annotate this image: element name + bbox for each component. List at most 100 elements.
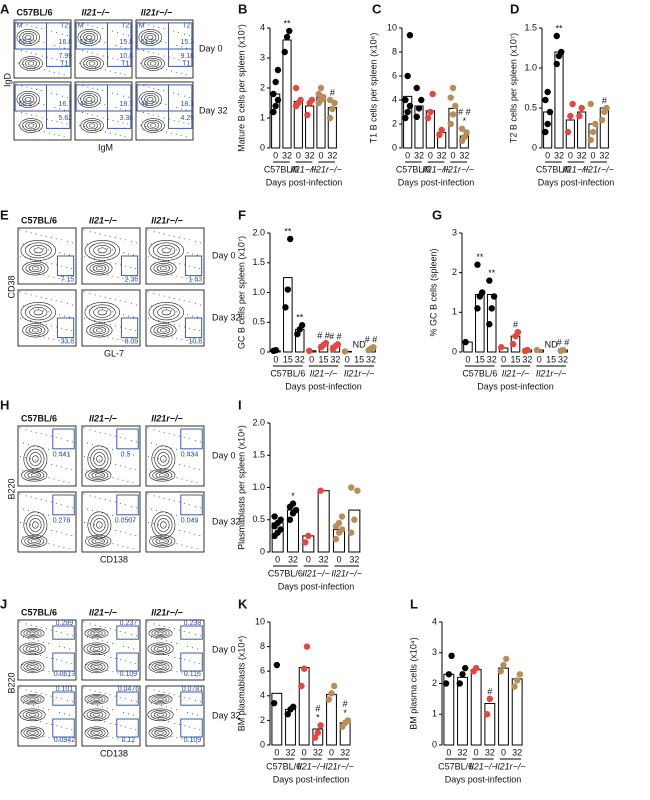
event-dot [45,694,47,696]
event-dot [71,635,73,637]
gate-value: 16.8 [58,39,72,46]
gate [56,255,75,277]
event-dot [47,448,49,450]
event-dot [119,238,121,240]
y-tick-label: 1.5 [252,450,265,460]
event-dot [84,649,86,651]
gate-value: 0.0507 [115,518,137,525]
gate [116,494,139,516]
event-dot [20,649,22,651]
event-dot [194,727,196,729]
event-dot [71,535,73,537]
event-dot [188,239,190,241]
contour [89,711,104,719]
event-dot [68,676,70,678]
event-dot [175,71,177,73]
event-dot [83,493,85,495]
contour [157,307,176,318]
event-dot [99,431,101,433]
event-dot [41,90,43,92]
event-dot [168,720,170,722]
data-point [351,516,358,523]
contour [90,729,103,737]
column-title: Il21−/− [81,7,110,17]
event-dot [158,430,160,432]
event-dot [23,125,25,127]
event-dot [142,112,144,114]
event-dot [112,543,114,545]
event-dot [58,545,60,547]
contour [21,468,48,482]
group-label: Il21r−/− [331,568,362,578]
event-dot [30,430,32,432]
row-label: Day 0 [212,644,236,654]
event-dot [50,435,52,437]
event-dot [83,291,85,293]
gate [184,317,203,339]
significance-label: ND [545,339,558,349]
event-dot [86,636,88,638]
data-point [304,111,311,119]
event-dot [192,519,194,521]
contour [19,93,38,106]
bar [457,676,468,746]
event-dot [109,235,111,237]
contour [157,646,164,651]
event-dot [153,87,155,89]
data-point [559,346,567,354]
event-dot [99,719,101,721]
row-label: Day 0 [199,43,223,53]
event-dot [148,317,150,319]
event-dot [194,241,196,243]
event-dot [183,33,185,35]
event-dot [89,523,91,525]
event-dot [153,651,155,653]
contour [93,646,100,651]
event-dot [166,474,168,476]
event-dot [128,315,130,317]
event-dot [158,258,160,260]
event-dot [197,254,199,256]
event-dot [22,702,24,704]
contour [149,468,176,482]
event-dot [81,112,83,114]
event-dot [168,296,170,298]
gate [52,494,75,516]
gate [52,718,75,738]
contour [22,33,35,42]
group-label: Il21r−/− [323,761,354,771]
contour [84,240,121,261]
event-dot [36,88,38,90]
data-point [497,668,504,675]
event-dot [168,234,170,236]
event-dot [102,117,104,119]
event-dot [173,500,175,502]
event-dot [25,651,27,653]
event-dot [86,702,88,704]
significance-label: ** [296,313,304,323]
event-dot [166,734,168,736]
event-dot [66,34,68,36]
event-dot [104,627,106,629]
event-dot [173,694,175,696]
event-dot [163,55,165,57]
event-dot [155,509,157,511]
event-dot [59,646,61,648]
significance-label: ** [488,268,496,278]
contour [87,695,106,704]
event-dot [27,332,29,334]
event-dot [173,57,175,59]
gate [184,255,203,277]
event-dot [171,274,173,276]
gate [180,718,203,738]
event-dot [63,341,65,343]
contour [88,304,116,321]
contour [19,56,43,71]
event-dot [132,742,134,744]
data-point [490,293,498,300]
event-dot [124,301,126,303]
significance-label: * [316,713,320,723]
event-dot [196,342,198,344]
event-dot [125,726,127,728]
x-axis-label: Days post-infection [285,381,362,391]
